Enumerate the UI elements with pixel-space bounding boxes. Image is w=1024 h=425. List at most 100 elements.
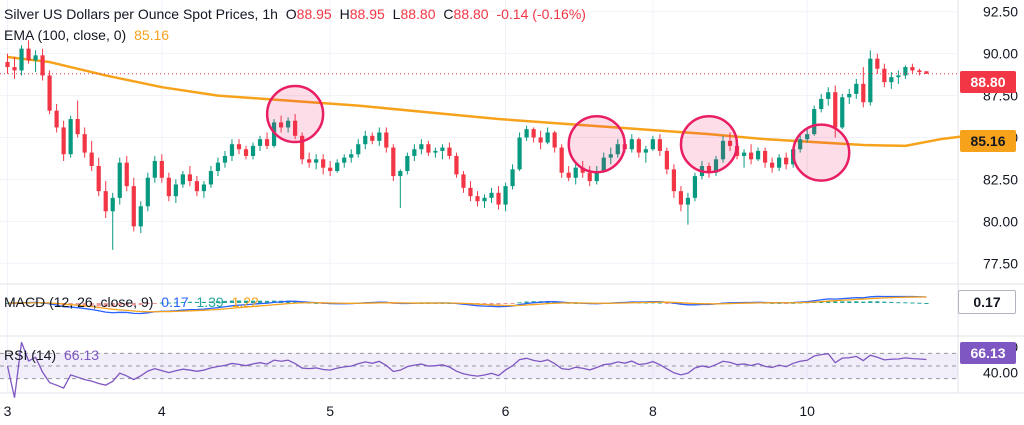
candle-body bbox=[826, 92, 831, 99]
macd-pane bbox=[5, 295, 929, 315]
candle bbox=[475, 191, 480, 207]
candle bbox=[356, 139, 361, 158]
candle bbox=[433, 147, 438, 158]
candle bbox=[124, 155, 129, 192]
candle-body bbox=[748, 152, 754, 160]
candle-body bbox=[706, 166, 712, 173]
candle-body bbox=[236, 144, 242, 150]
macd-signal-line bbox=[7, 296, 927, 313]
candle bbox=[748, 144, 754, 165]
rsi-tick-label: 40.00 bbox=[983, 364, 1018, 380]
macd-histogram-bar bbox=[517, 302, 522, 304]
candle-body bbox=[854, 83, 859, 94]
candle bbox=[293, 114, 298, 140]
candle-body bbox=[89, 152, 94, 167]
candle bbox=[370, 132, 375, 145]
candle-body bbox=[615, 144, 620, 155]
macd-histogram-bar bbox=[40, 302, 45, 304]
macd-histogram-bar bbox=[180, 301, 185, 303]
candle-body bbox=[545, 132, 550, 143]
candle-body bbox=[517, 137, 522, 170]
candle bbox=[573, 162, 578, 185]
candle-body bbox=[187, 174, 192, 182]
candle-body bbox=[278, 122, 284, 128]
candle bbox=[503, 182, 508, 212]
ema-line bbox=[7, 55, 976, 148]
candle bbox=[496, 186, 501, 210]
candle-body bbox=[201, 184, 207, 192]
candle bbox=[917, 68, 922, 76]
candles bbox=[5, 40, 929, 250]
candle bbox=[924, 71, 929, 74]
macd-histogram-bar bbox=[264, 300, 270, 303]
grid-lines bbox=[0, 0, 1024, 394]
candle-body bbox=[896, 75, 901, 78]
highlight-circle bbox=[791, 123, 851, 182]
macd-histogram-bar bbox=[250, 300, 256, 303]
candle-body bbox=[552, 132, 557, 148]
candle bbox=[741, 149, 747, 168]
candle bbox=[868, 50, 873, 106]
candle-body bbox=[307, 159, 312, 163]
candle bbox=[812, 105, 817, 136]
macd-histogram-bar bbox=[833, 301, 838, 303]
candle bbox=[875, 53, 880, 74]
candle bbox=[342, 154, 347, 168]
candle-body bbox=[285, 120, 291, 128]
high-label: H bbox=[339, 6, 350, 22]
candle-body bbox=[847, 93, 852, 98]
macd-histogram-bar bbox=[131, 303, 136, 306]
candle bbox=[636, 137, 641, 158]
highlight-circle bbox=[265, 84, 325, 144]
candle bbox=[166, 172, 171, 202]
candle bbox=[482, 194, 487, 208]
candle bbox=[587, 166, 592, 187]
macd-histogram-bar bbox=[314, 302, 319, 304]
candle bbox=[405, 152, 410, 175]
candle-body bbox=[608, 154, 613, 158]
candle-body bbox=[349, 154, 354, 158]
macd-histogram-bar bbox=[194, 301, 200, 303]
macd-histogram-bar bbox=[215, 301, 221, 303]
candle-body bbox=[194, 181, 200, 192]
candle-body bbox=[264, 139, 270, 146]
candle bbox=[138, 201, 143, 234]
candle bbox=[180, 171, 185, 188]
candle-body bbox=[868, 58, 873, 103]
candle-body bbox=[678, 191, 684, 205]
candle bbox=[755, 147, 761, 161]
candle-body bbox=[54, 110, 59, 128]
candle bbox=[454, 152, 459, 178]
close-value: 88.80 bbox=[453, 6, 489, 22]
candle bbox=[215, 157, 221, 177]
highlight-circles bbox=[265, 84, 851, 182]
candle-body bbox=[412, 149, 417, 156]
candle-body bbox=[447, 147, 452, 156]
high-value: 88.95 bbox=[349, 6, 385, 22]
candle bbox=[145, 172, 150, 212]
open-label: O bbox=[285, 6, 297, 22]
candle-body bbox=[685, 197, 691, 205]
ema-legend: EMA (100, close, 0) 85.16 bbox=[4, 27, 173, 43]
candle-body bbox=[755, 150, 761, 160]
candle-body bbox=[363, 135, 368, 145]
candle-body bbox=[166, 177, 171, 197]
candle-body bbox=[384, 132, 389, 148]
candle-body bbox=[33, 55, 38, 61]
candle-body bbox=[489, 192, 494, 198]
macd-histogram-bar bbox=[229, 300, 235, 303]
ema-series-line bbox=[7, 55, 976, 148]
macd-histogram-bar bbox=[861, 301, 866, 303]
macd-histogram-bar bbox=[208, 301, 214, 303]
candle-body bbox=[819, 98, 824, 109]
candle-body bbox=[243, 149, 249, 156]
candle-body bbox=[805, 134, 810, 140]
candle bbox=[861, 67, 866, 108]
candle-body bbox=[924, 71, 929, 74]
candle bbox=[896, 70, 901, 84]
candle-body bbox=[559, 147, 564, 173]
x-tick-label: 8 bbox=[649, 403, 657, 419]
candle bbox=[805, 129, 810, 143]
macd-histogram-bar bbox=[82, 303, 87, 306]
